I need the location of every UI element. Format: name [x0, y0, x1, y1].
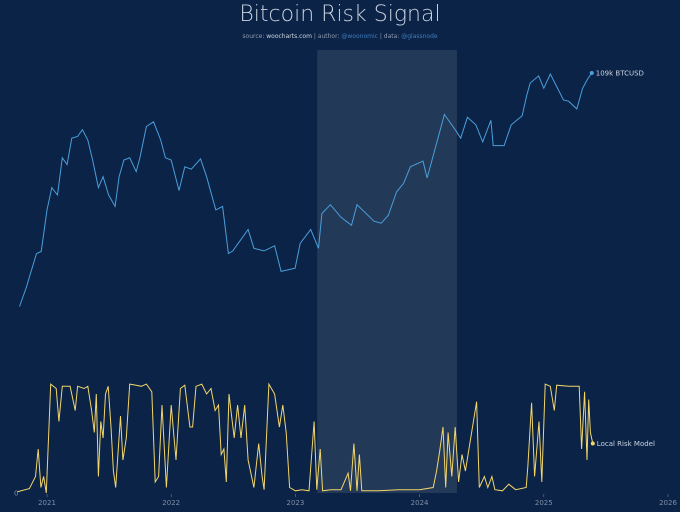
risk-model-line	[16, 382, 594, 494]
price-end-marker	[589, 71, 594, 76]
highlight-band	[317, 50, 457, 493]
risk-end-label: Local Risk Model	[597, 440, 655, 448]
chart-subtitle: source: woocharts.com | author: @woonomi…	[0, 33, 680, 40]
x-tick-label-2021: 2021	[38, 499, 56, 507]
source-link[interactable]: woocharts.com	[266, 33, 312, 40]
x-axis: 2021 2022 2023 2024 2025 2026	[38, 494, 677, 507]
btc-price-line	[19, 72, 593, 307]
risk-y-tick-0: 0	[14, 490, 18, 498]
risk-end-marker	[590, 441, 595, 446]
data-link[interactable]: @glassnode	[401, 33, 438, 40]
data-prefix: | data:	[377, 33, 402, 40]
source-prefix: source:	[242, 33, 267, 40]
x-tick-label-2023: 2023	[286, 499, 304, 507]
x-tick-label-2022: 2022	[162, 499, 180, 507]
x-tick-label-2025: 2025	[535, 499, 553, 507]
x-tick-label-2024: 2024	[411, 499, 429, 507]
x-tick-label-2026: 2026	[659, 499, 677, 507]
chart-title: Bitcoin Risk Signal	[239, 2, 441, 27]
price-end-label: 109k BTCUSD	[596, 70, 644, 78]
author-link[interactable]: @woonomic	[341, 33, 378, 40]
author-prefix: | author:	[311, 33, 342, 40]
